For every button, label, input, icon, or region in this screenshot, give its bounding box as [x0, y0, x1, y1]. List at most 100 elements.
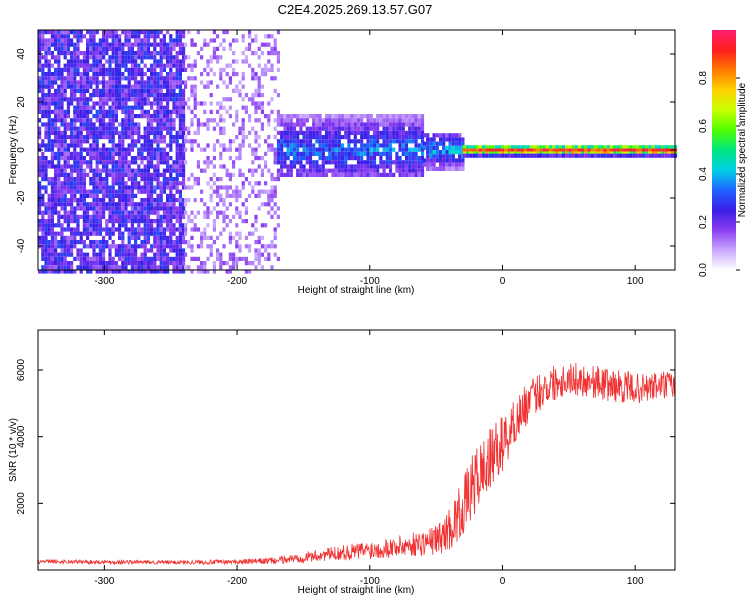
spectrogram-cell [114, 93, 118, 98]
spectrogram-cell [41, 248, 45, 253]
spectrogram-cell [451, 162, 455, 167]
spectrogram-cell [130, 143, 134, 148]
spectrogram-cell [182, 46, 186, 51]
spectrogram-cell [392, 147, 396, 152]
spectrogram-cell [150, 51, 154, 56]
spectrogram-cell [600, 145, 604, 150]
spectrogram-cell [289, 126, 293, 131]
spectrogram-cell [137, 235, 141, 240]
spectrogram-cell [172, 76, 176, 81]
spectrogram-cell [153, 164, 157, 169]
spectrogram-cell [379, 172, 383, 177]
spectrogram-cell [70, 135, 74, 140]
spectrogram-cell [609, 145, 614, 150]
spectrogram-cell [111, 122, 115, 127]
spectrogram-cell [382, 122, 386, 127]
spectrogram-cell [273, 51, 277, 56]
spectrogram-cell [193, 198, 197, 203]
spectrogram-cell [178, 265, 182, 270]
spectrogram-cell [44, 101, 48, 106]
spectrogram-cell [438, 137, 443, 142]
spectrogram-cell [118, 46, 122, 51]
spectrogram-cell [89, 269, 93, 274]
spectrogram-cell [121, 181, 125, 186]
spectrogram-cell [82, 223, 86, 228]
spectrogram-cell [44, 210, 48, 215]
spectrogram-cell [422, 162, 427, 167]
colorbar-tick-label: 0.8 [698, 71, 709, 85]
spectrogram-cell [156, 151, 160, 156]
spectrogram-cell [111, 265, 115, 270]
spectrogram-cell [92, 139, 96, 144]
spectrogram-cell [153, 156, 157, 161]
spectrogram-cell [105, 156, 109, 161]
spectrogram-cell [153, 126, 157, 131]
spectrogram-cell [175, 219, 179, 224]
spectrogram-cell [50, 63, 54, 68]
spectrogram-cell [76, 206, 80, 211]
spectrogram-cell [654, 145, 658, 150]
spectrogram-cell [118, 42, 122, 47]
spectrogram-cell [169, 227, 173, 232]
spectrogram-cell [331, 151, 335, 156]
spectrogram-cell [121, 223, 125, 228]
spectrogram-cell [41, 219, 45, 224]
spectrogram-cell [178, 97, 182, 102]
spectrogram-cell [251, 189, 255, 194]
spectrogram-carrier-cell [645, 148, 649, 152]
spectrogram-cell [92, 76, 96, 81]
spectrogram-cell [150, 193, 154, 198]
spectrogram-cell [98, 223, 102, 228]
spectrogram-cell [82, 109, 86, 114]
spectrogram-cell [86, 172, 90, 177]
spectrogram-cell [328, 114, 332, 119]
spectrogram-cell [353, 156, 357, 161]
spectrogram-cell [461, 141, 465, 146]
spectrogram-cell [79, 156, 83, 161]
spectrogram-cell [66, 126, 70, 131]
spectrogram-cell [251, 185, 255, 190]
spectrogram-cell [89, 164, 93, 169]
spectrogram-cell [590, 153, 594, 158]
spectrogram-cell [228, 42, 232, 47]
spectrogram-cell [248, 193, 252, 198]
spectrogram-cell [114, 63, 118, 68]
spectrogram-cell [73, 34, 77, 39]
spectrogram-cell [228, 147, 232, 152]
spectrogram-cell [200, 80, 204, 85]
spectrogram-cell [568, 153, 572, 158]
spectrogram-cell [219, 143, 223, 148]
spectrogram-cell [286, 139, 290, 144]
spectrogram-cell [235, 198, 239, 203]
spectrogram-cell [92, 231, 96, 236]
spectrogram-cell [89, 34, 93, 39]
spectrogram-cell [50, 227, 54, 232]
spectrogram-cell [60, 118, 64, 123]
spectrogram-cell [118, 168, 122, 173]
spectrogram-cell [225, 30, 229, 35]
spectrogram-cell [95, 160, 99, 165]
spectrogram-cell [60, 256, 64, 261]
spectrogram-cell [50, 210, 54, 215]
spectrogram-cell [57, 126, 61, 131]
spectrogram-cell [193, 88, 197, 93]
spectrogram-cell [66, 143, 70, 148]
spectrogram-cell [44, 177, 48, 182]
spectrogram-cell [216, 59, 220, 64]
spectrogram-cell [216, 122, 220, 127]
spectrogram-cell [206, 63, 210, 68]
spectrogram-cell [395, 114, 399, 119]
spectrogram-cell [209, 210, 213, 215]
spectrogram-cell [178, 206, 182, 211]
spectrogram-cell [38, 168, 42, 173]
spectrogram-cell [264, 223, 268, 228]
spectrogram-cell [289, 122, 293, 127]
spectrogram-cell [182, 223, 186, 228]
spectrogram-cell [182, 93, 186, 98]
spectrogram-cell [169, 130, 173, 135]
spectrogram-cell [254, 34, 258, 39]
spectrogram-cell [379, 156, 383, 161]
spectrogram-cell [98, 126, 102, 131]
spectrogram-cell [70, 88, 74, 93]
spectrogram-cell [130, 130, 134, 135]
